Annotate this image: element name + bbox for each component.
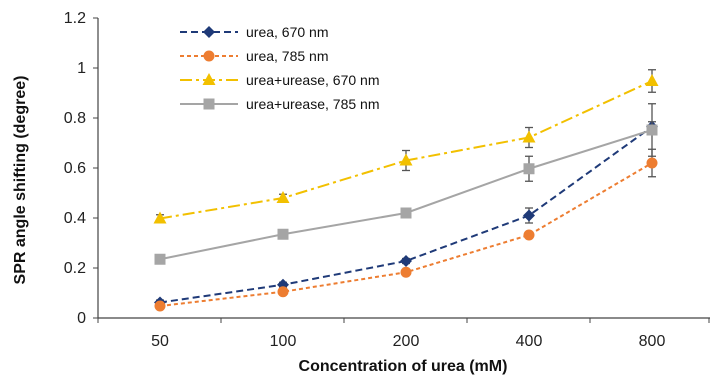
legend: urea, 670 nm urea, 785 nm urea+urease, 670… [180,24,379,112]
x-tick-label: 800 [639,333,666,350]
legend-item: urea+urease, 670 nm [180,72,379,88]
legend-item: urea+urease, 785 nm [180,96,379,112]
data-point-circle [277,286,289,298]
data-point-diamond [523,209,535,222]
x-tick-label: 200 [393,333,420,350]
series-line [159,80,653,220]
y-axis-title: SPR angle shifting (degree) [12,76,29,285]
legend-label: urea+urease, 670 nm [246,72,379,88]
y-tick-label: 1.2 [64,10,86,27]
data-point-triangle [276,191,290,203]
x-tick-label: 50 [151,333,169,350]
data-point-triangle [153,211,167,224]
legend-item: urea, 670 nm [180,24,329,40]
data-point-square [277,228,289,240]
series-line [159,129,653,261]
data-point-circle [154,300,166,312]
y-tick-label: 0.2 [64,260,86,277]
data-point-diamond [400,255,412,267]
y-tick-label: 1 [77,60,86,77]
legend-label: urea, 785 nm [246,48,329,64]
data-point-square [400,207,412,219]
data-point-square [154,253,166,265]
y-tick-label: 0.8 [64,110,86,127]
series-layer [153,69,659,312]
data-point-circle [400,266,412,278]
legend-label: urea+urease, 785 nm [246,96,379,112]
data-point-square [646,124,658,136]
data-point-triangle [645,74,659,86]
x-tick-label: 400 [516,333,543,350]
data-point-triangle [399,153,413,166]
legend-item: urea, 785 nm [180,48,329,64]
x-axis-ticks: 50 100 200 400 800 [97,318,710,350]
data-point-square [523,163,535,175]
data-point-diamond [203,26,215,38]
y-tick-label: 0.4 [64,210,86,227]
series-line [159,162,653,307]
series-1 [154,148,658,312]
data-point-circle [523,229,535,241]
y-tick-label: 0.6 [64,160,86,177]
series-3 [154,103,658,265]
data-point-triangle [522,130,536,143]
series-2 [153,69,659,224]
y-axis-ticks: 0 0.2 0.4 0.6 0.8 1 1.2 [64,10,98,327]
data-point-triangle [202,73,216,85]
data-point-circle [203,50,215,62]
data-point-square [203,98,215,110]
legend-label: urea, 670 nm [246,24,329,40]
y-tick-label: 0 [77,310,86,327]
series-line [159,125,653,304]
data-point-circle [646,157,658,169]
x-axis-title: Concentration of urea (mM) [299,358,508,375]
x-tick-label: 100 [270,333,297,350]
